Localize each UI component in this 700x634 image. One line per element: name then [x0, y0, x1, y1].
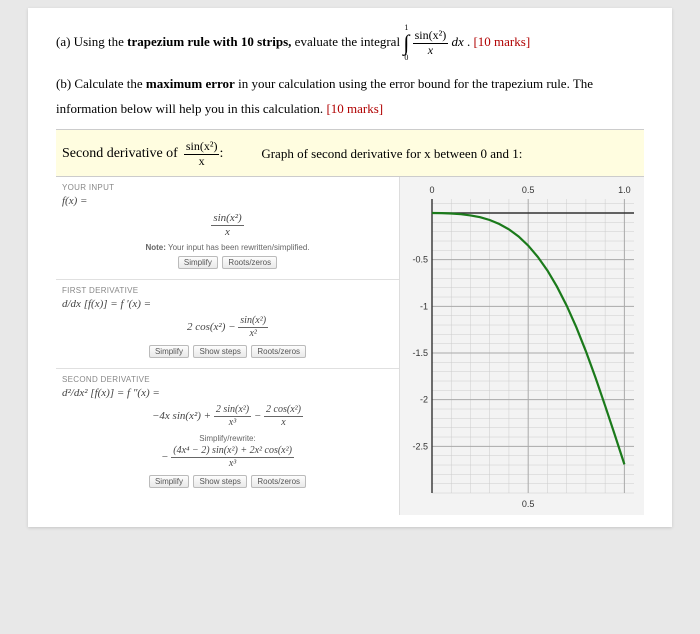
- cas-first-center: 2 cos(x²) − sin(x²) x²: [62, 316, 393, 339]
- cas-first-buttons: Simplify Show steps Roots/zeros: [62, 345, 393, 358]
- cas-input-section: YOUR INPUT f(x) = sin(x²) x Note: Note: …: [56, 177, 399, 280]
- qa-prefix: (a) Using the: [56, 34, 127, 49]
- sd-graph-label: Graph of second derivative for x between…: [261, 146, 522, 162]
- integral: 1 ∫ 0: [403, 24, 409, 62]
- page: (a) Using the trapezium rule with 10 str…: [28, 8, 672, 527]
- qb-b: maximum error: [146, 76, 235, 91]
- simplify-button-3[interactable]: Simplify: [149, 475, 189, 488]
- sd-den: x: [184, 155, 220, 168]
- cas-input-buttons: Simplify Roots/zeros: [62, 256, 393, 269]
- cas-first-expr: d/dx [f(x)] = f ′(x) =: [62, 298, 393, 310]
- roots-button[interactable]: Roots/zeros: [222, 256, 277, 269]
- cas-input-label: YOUR INPUT: [62, 183, 393, 192]
- sd-label: Second derivative of: [62, 146, 178, 162]
- svg-text:0: 0: [429, 185, 434, 195]
- svg-text:-1: -1: [420, 301, 428, 311]
- dx: dx: [451, 34, 463, 49]
- svg-text:0.5: 0.5: [522, 499, 535, 509]
- int-lower: 0: [403, 54, 409, 62]
- show-steps-button-2[interactable]: Show steps: [193, 475, 246, 488]
- second-derivative-header: Second derivative of sin(x²) x : Graph o…: [56, 129, 644, 176]
- graph-panel: 0 0.5 1.0 -0.5 -1 -1.5 -2 -2.5 0.5: [400, 177, 644, 515]
- show-steps-button[interactable]: Show steps: [193, 345, 246, 358]
- simplify-button-2[interactable]: Simplify: [149, 345, 189, 358]
- sd-colon: :: [219, 146, 223, 162]
- cas-panel: YOUR INPUT f(x) = sin(x²) x Note: Note: …: [56, 177, 400, 515]
- roots-button-3[interactable]: Roots/zeros: [251, 475, 306, 488]
- qb-a: (b) Calculate the: [56, 76, 146, 91]
- cas-input-frac: sin(x²) x: [211, 213, 243, 238]
- svg-text:-2: -2: [420, 394, 428, 404]
- integral-symbol: ∫: [403, 32, 409, 54]
- svg-text:-1.5: -1.5: [412, 348, 428, 358]
- simplify-button[interactable]: Simplify: [178, 256, 218, 269]
- num: sin(x²): [413, 29, 449, 43]
- question-b: (b) Calculate the maximum error in your …: [56, 72, 644, 121]
- question-a: (a) Using the trapezium rule with 10 str…: [56, 24, 644, 62]
- qa-emph: trapezium rule with 10 strips,: [127, 34, 291, 49]
- svg-text:0.5: 0.5: [522, 185, 535, 195]
- lower-area: YOUR INPUT f(x) = sin(x²) x Note: Note: …: [56, 177, 644, 515]
- roots-button-2[interactable]: Roots/zeros: [251, 345, 306, 358]
- sd-fraction: sin(x²) x: [184, 140, 220, 167]
- cas-second-buttons: Simplify Show steps Roots/zeros: [62, 475, 393, 488]
- integrand-fraction: sin(x²) x: [413, 29, 449, 56]
- cas-rewrite-label: Simplify/rewrite:: [62, 434, 393, 443]
- second-derivative-graph: 0 0.5 1.0 -0.5 -1 -1.5 -2 -2.5 0.5: [404, 181, 640, 511]
- cas-first-frac: sin(x²) x²: [238, 316, 268, 339]
- cas-input-expr: f(x) =: [62, 195, 393, 207]
- sd-num: sin(x²): [184, 140, 220, 154]
- cas-second-line1: −4x sin(x²) + 2 sin(x²) x³ − 2 cos(x²) x: [62, 405, 393, 428]
- qa-marks: [10 marks]: [473, 34, 530, 49]
- svg-text:-0.5: -0.5: [412, 254, 428, 264]
- qa-mid: evaluate the integral: [295, 34, 404, 49]
- cas-second-label: SECOND DERIVATIVE: [62, 375, 393, 384]
- cas-first-label: FIRST DERIVATIVE: [62, 286, 393, 295]
- cas-first-deriv-section: FIRST DERIVATIVE d/dx [f(x)] = f ′(x) = …: [56, 280, 399, 369]
- cas-second-expr: d²/dx² [f(x)] = f ″(x) =: [62, 387, 393, 399]
- cas-note: Note: Note: Your input has been rewritte…: [62, 243, 393, 252]
- den: x: [413, 44, 449, 57]
- qb-marks: [10 marks]: [326, 101, 383, 116]
- cas-second-deriv-section: SECOND DERIVATIVE d²/dx² [f(x)] = f ″(x)…: [56, 369, 399, 498]
- svg-text:1.0: 1.0: [618, 185, 631, 195]
- svg-text:-2.5: -2.5: [412, 441, 428, 451]
- cas-input-center: sin(x²) x: [62, 213, 393, 238]
- cas-second-rewrite: − (4x⁴ − 2) sin(x²) + 2x² cos(x²) x³: [62, 446, 393, 469]
